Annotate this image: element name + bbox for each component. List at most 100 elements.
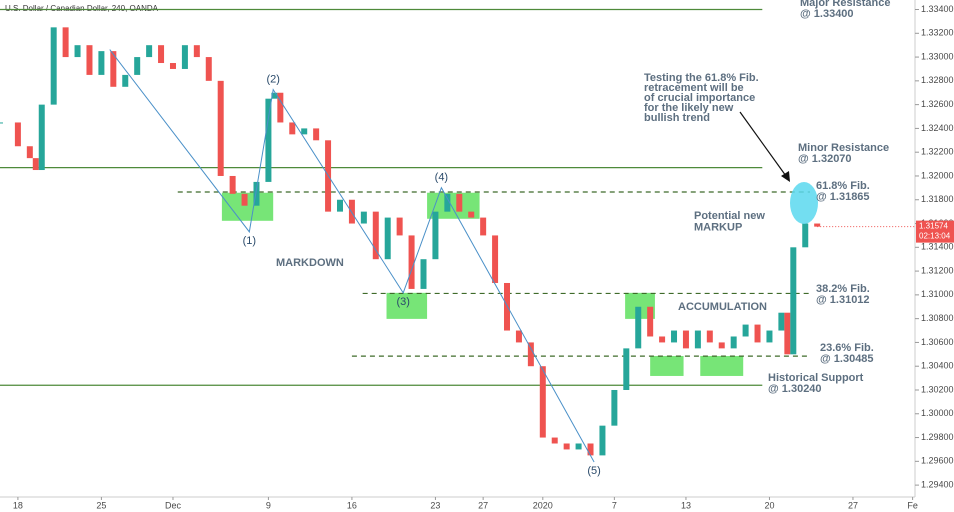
y-tick-label: 1.29600 [921, 456, 954, 466]
candle [14, 122, 21, 147]
candle [229, 175, 236, 194]
candle [778, 312, 785, 331]
x-tick-label: 7 [612, 500, 617, 510]
candle [205, 57, 212, 81]
level-name: 61.8% Fib. [816, 180, 870, 192]
x-tick-label: 18 [13, 500, 23, 510]
level-name: Major Resistance [800, 0, 890, 9]
candle [432, 211, 439, 260]
level-label: @ 1.32070 [798, 153, 852, 165]
candle [635, 306, 642, 349]
wave-label: (2) [266, 74, 279, 86]
candle [480, 217, 487, 236]
candle [730, 336, 737, 349]
zone [650, 355, 684, 376]
candle [504, 282, 511, 331]
candle [0, 122, 3, 124]
candle [110, 51, 117, 87]
candle [289, 122, 296, 135]
candle [766, 330, 773, 343]
price-tag [916, 220, 954, 243]
y-tick-label: 1.33200 [921, 28, 954, 38]
candle [515, 330, 522, 343]
y-tick-label: 1.32800 [921, 75, 954, 85]
candle [384, 217, 391, 260]
candle [754, 324, 761, 343]
level-label: @ 1.33400 [800, 8, 854, 20]
candle [659, 336, 666, 343]
candle [336, 199, 343, 212]
arrow-head [781, 171, 790, 182]
candle [38, 104, 45, 171]
candle [86, 45, 93, 75]
x-tick-label: 27 [478, 500, 488, 510]
x-tick-label: Dec [165, 500, 182, 510]
annotation: retracement will be [644, 82, 744, 94]
y-tick-label: 1.30200 [921, 384, 954, 394]
candle [62, 27, 69, 58]
candle [784, 312, 791, 355]
x-tick-label: 25 [96, 500, 106, 510]
annotation: bullish trend [644, 112, 710, 124]
candle [647, 306, 654, 337]
y-tick-label: 1.33000 [921, 51, 954, 61]
annotation: Potential new [694, 210, 765, 222]
candle [217, 80, 224, 176]
candle [313, 128, 320, 141]
level-label: @ 1.31012 [816, 294, 870, 306]
candle [74, 45, 81, 58]
candle [32, 158, 39, 171]
candle [802, 223, 809, 248]
candle [122, 74, 129, 87]
candle [682, 330, 689, 349]
candle [527, 342, 534, 367]
candle [134, 57, 141, 75]
candle [444, 193, 451, 212]
level-name: 38.2% Fib. [816, 283, 870, 295]
wave-label: (1) [243, 235, 256, 247]
y-tick-label: 1.32600 [921, 99, 954, 109]
y-tick-label: 1.30000 [921, 408, 954, 418]
wave-label: (5) [587, 465, 600, 477]
chart-title: U.S. Dollar / Canadian Dollar, 240, OAND… [5, 4, 159, 13]
candle [396, 217, 403, 236]
candle [456, 193, 463, 212]
y-tick-label: 1.29400 [921, 479, 954, 489]
candle [241, 193, 248, 206]
candle [468, 211, 475, 218]
candle [146, 45, 153, 58]
annotation: of crucial importance [644, 92, 755, 104]
candle [706, 330, 713, 343]
y-tick-label: 1.30400 [921, 361, 954, 371]
candle [790, 247, 797, 355]
wave-line [109, 49, 595, 463]
y-tick-label: 1.32000 [921, 170, 954, 180]
level-name: Historical Support [768, 372, 864, 384]
y-tick-label: 1.33400 [921, 4, 954, 14]
candle [181, 45, 188, 69]
candle [265, 98, 272, 182]
x-tick-label: 2020 [533, 500, 553, 510]
y-tick-label: 1.32200 [921, 147, 954, 157]
candle [575, 443, 582, 450]
candle [420, 259, 427, 289]
candle [277, 92, 284, 123]
candle [742, 324, 749, 337]
y-tick-label: 1.30600 [921, 337, 954, 347]
y-tick-label: 1.31200 [921, 265, 954, 275]
wave-label: (4) [435, 172, 448, 184]
candle [718, 342, 725, 349]
level-label: @ 1.31865 [816, 191, 870, 203]
candle [551, 437, 558, 444]
candle [671, 330, 678, 343]
candle [98, 51, 105, 75]
x-tick-label: 20 [764, 500, 774, 510]
y-tick-label: 1.29800 [921, 432, 954, 442]
y-tick-label: 1.31400 [921, 242, 954, 252]
level-label: @ 1.30240 [768, 383, 822, 395]
candle [253, 181, 260, 206]
annotation: Testing the 61.8% Fib. [644, 72, 759, 84]
